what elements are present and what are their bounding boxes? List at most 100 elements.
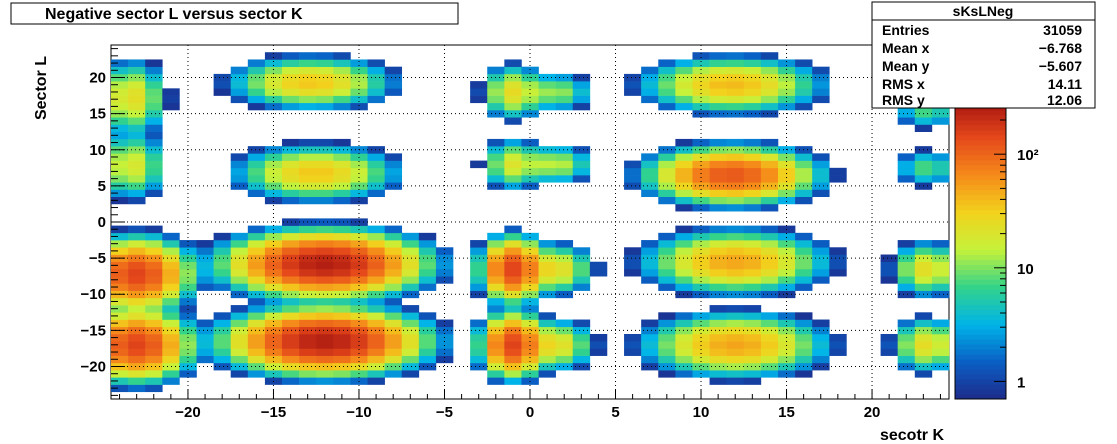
heatmap-cell bbox=[213, 240, 232, 248]
heatmap-cell bbox=[282, 81, 300, 89]
heatmap-cell bbox=[897, 348, 916, 356]
heatmap-cell bbox=[658, 59, 676, 67]
heatmap-cell bbox=[487, 240, 505, 248]
heatmap-cell bbox=[897, 283, 916, 291]
heatmap-cell bbox=[162, 341, 180, 349]
color-scale-step bbox=[955, 364, 1006, 370]
heatmap-cell bbox=[743, 377, 762, 385]
heatmap-cell bbox=[897, 362, 916, 371]
heatmap-cell bbox=[538, 95, 556, 104]
heatmap-cell bbox=[743, 362, 762, 371]
heatmap-cell bbox=[897, 276, 916, 284]
heatmap-cell bbox=[504, 59, 522, 67]
heatmap-cell bbox=[743, 95, 762, 104]
heatmap-cell bbox=[572, 355, 591, 364]
heatmap-cell bbox=[777, 102, 796, 111]
heatmap-cell bbox=[435, 355, 454, 364]
heatmap-cell bbox=[692, 59, 710, 67]
heatmap-cell bbox=[709, 268, 727, 277]
heatmap-cell bbox=[829, 268, 847, 277]
stats-rms-x-label: RMS x bbox=[882, 76, 925, 92]
heatmap-cell bbox=[196, 319, 214, 328]
heatmap-cell bbox=[555, 268, 574, 277]
heatmap-cell bbox=[760, 240, 779, 248]
heatmap-cell bbox=[760, 167, 779, 176]
heatmap-cell bbox=[641, 66, 659, 75]
heatmap-cell bbox=[675, 276, 693, 284]
heatmap-cell bbox=[145, 167, 163, 176]
heatmap-cell bbox=[247, 276, 266, 284]
heatmap-cell bbox=[641, 81, 659, 89]
heatmap-cell bbox=[264, 160, 283, 169]
heatmap-cell bbox=[196, 326, 214, 335]
heatmap-cell bbox=[145, 326, 163, 335]
heatmap-cell bbox=[641, 240, 659, 248]
heatmap-cell bbox=[572, 146, 591, 154]
heatmap-cell bbox=[299, 377, 317, 385]
heatmap-cell bbox=[230, 283, 249, 291]
heatmap-cell bbox=[162, 276, 180, 284]
heatmap-cell bbox=[658, 73, 676, 82]
heatmap-cell bbox=[316, 138, 334, 147]
heatmap-cell bbox=[829, 348, 847, 356]
heatmap-cell bbox=[555, 355, 574, 364]
heatmap-cell bbox=[760, 102, 779, 111]
heatmap-cell bbox=[709, 138, 727, 147]
heatmap-cell bbox=[128, 312, 146, 320]
heatmap-cell bbox=[367, 160, 385, 169]
color-scale-step bbox=[955, 174, 1006, 181]
heatmap-cell bbox=[145, 88, 163, 96]
heatmap-cell bbox=[299, 225, 317, 234]
heatmap-cell bbox=[213, 312, 232, 320]
heatmap-cell bbox=[367, 268, 385, 277]
heatmap-cell bbox=[367, 319, 385, 328]
z-tick-label: 1 bbox=[1017, 374, 1025, 391]
heatmap-cell bbox=[145, 355, 163, 364]
heatmap-cell bbox=[111, 167, 129, 176]
color-scale-step bbox=[955, 144, 1006, 151]
heatmap-cell bbox=[777, 355, 796, 364]
heatmap-cell bbox=[230, 81, 249, 89]
heatmap-cell bbox=[128, 81, 146, 89]
heatmap-cell bbox=[504, 102, 522, 111]
heatmap-cell bbox=[333, 312, 351, 320]
heatmap-cell bbox=[367, 153, 385, 161]
heatmap-cell bbox=[692, 52, 710, 60]
heatmap-cell bbox=[504, 341, 522, 349]
heatmap-cell bbox=[247, 88, 266, 96]
heatmap-cell bbox=[538, 160, 556, 169]
heatmap-cell bbox=[247, 283, 266, 291]
heatmap-cell bbox=[247, 362, 266, 371]
heatmap-cell bbox=[128, 73, 146, 82]
heatmap-cell bbox=[692, 95, 710, 104]
heatmap-cell bbox=[162, 283, 180, 291]
heatmap-cell bbox=[555, 290, 574, 299]
heatmap-cell bbox=[743, 355, 762, 364]
heatmap-cell bbox=[316, 175, 334, 183]
heatmap-cell bbox=[709, 370, 727, 378]
heatmap-cell bbox=[487, 153, 505, 161]
heatmap-cell bbox=[145, 319, 163, 328]
heatmap-cell bbox=[350, 59, 368, 67]
heatmap-cell bbox=[760, 73, 779, 82]
heatmap-cell bbox=[897, 160, 916, 169]
heatmap-cell bbox=[435, 254, 454, 263]
heatmap-cell bbox=[812, 160, 830, 169]
heatmap-cell bbox=[795, 196, 813, 205]
color-scale-step bbox=[955, 114, 1006, 121]
heatmap-cell bbox=[504, 362, 522, 371]
heatmap-cell bbox=[795, 66, 813, 75]
heatmap-cell bbox=[384, 319, 403, 328]
heatmap-cell bbox=[333, 59, 351, 67]
heatmap-cell bbox=[247, 240, 266, 248]
heatmap-cell bbox=[726, 95, 745, 104]
heatmap-cell bbox=[521, 290, 539, 299]
heatmap-cell bbox=[111, 153, 129, 161]
heatmap-cell bbox=[282, 370, 300, 378]
heatmap-cell bbox=[658, 261, 676, 270]
heatmap-cell bbox=[247, 348, 266, 356]
heatmap-cell bbox=[760, 59, 779, 67]
heatmap-cell bbox=[128, 66, 146, 75]
heatmap-cell bbox=[658, 326, 676, 335]
heatmap-cell bbox=[812, 95, 830, 104]
